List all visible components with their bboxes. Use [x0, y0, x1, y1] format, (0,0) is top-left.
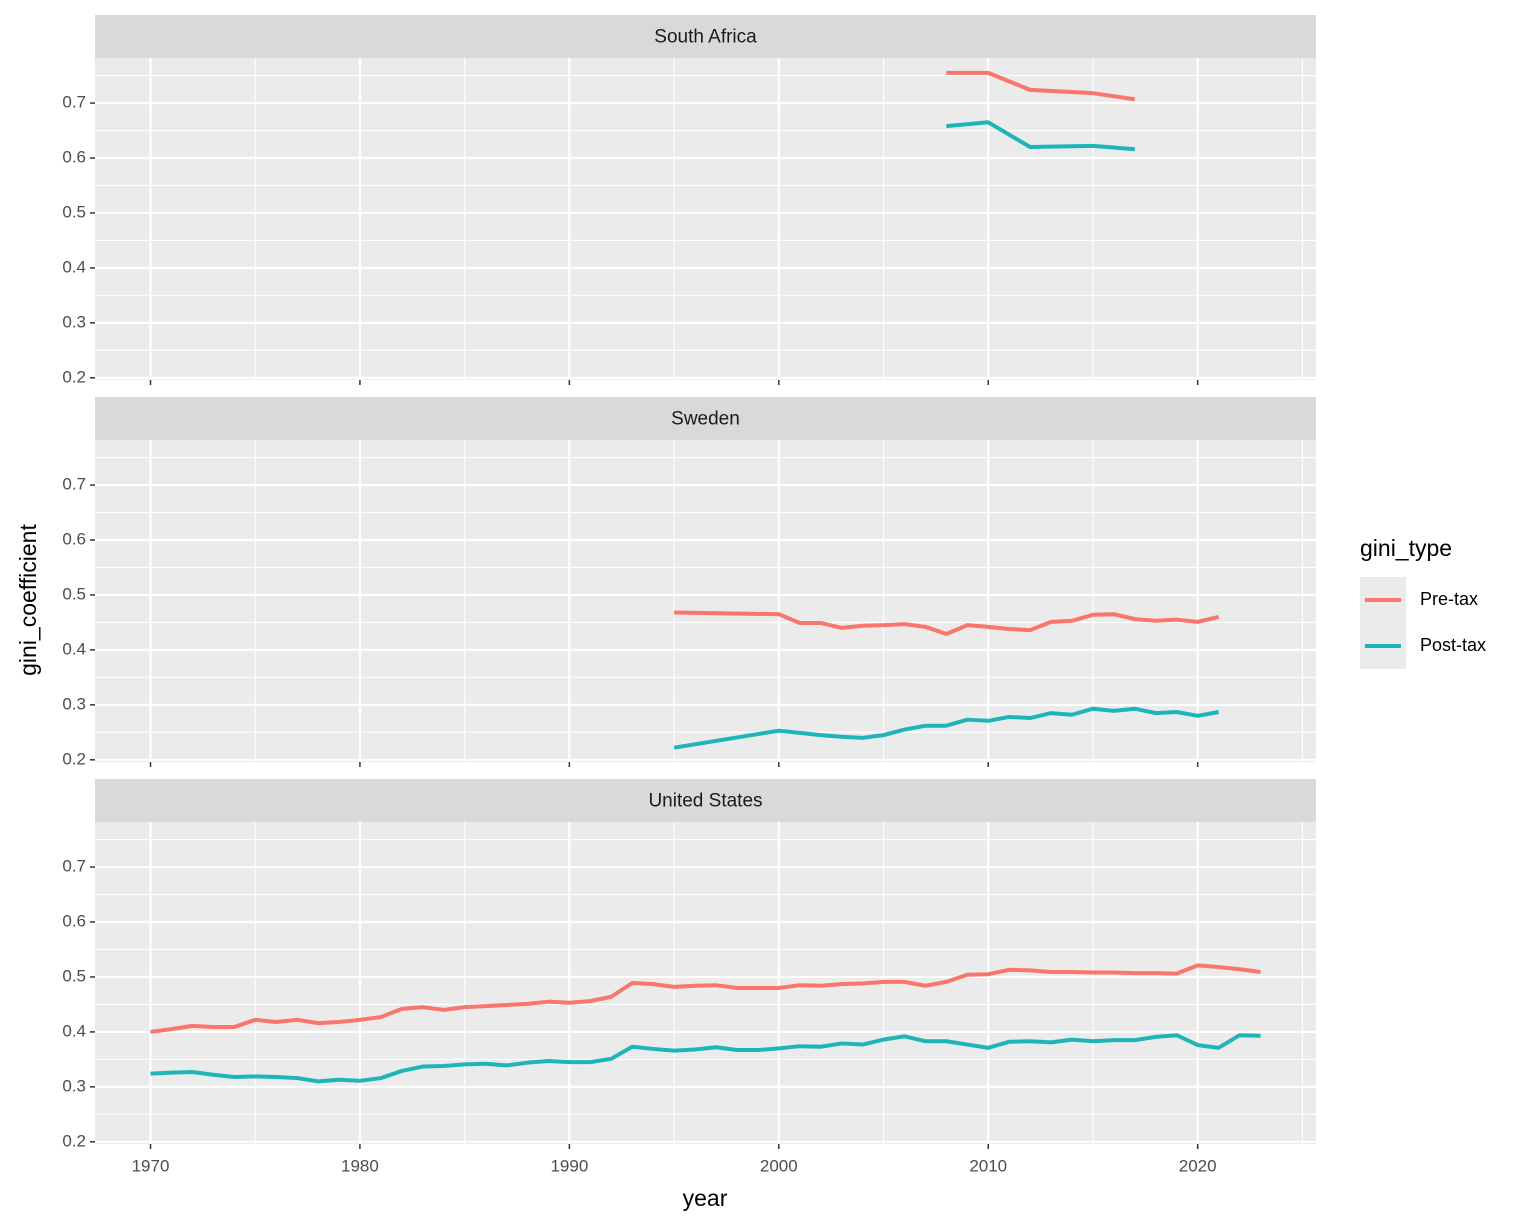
- y-tick-label: 0.7: [62, 475, 86, 494]
- x-tick-label: 2010: [969, 1156, 1007, 1175]
- x-tick-label: 1970: [132, 1156, 170, 1175]
- panel: [95, 440, 1316, 762]
- y-tick-label: 0.3: [62, 694, 86, 713]
- y-tick-label: 0.4: [62, 257, 86, 276]
- y-tick-label: 0.7: [62, 93, 86, 112]
- y-axis-title: gini_coefficient: [15, 524, 41, 676]
- y-tick-label: 0.2: [62, 367, 86, 386]
- strip: [95, 15, 1316, 58]
- line-series: [150, 963, 1261, 1034]
- strip: [95, 779, 1316, 822]
- y-tick-label: 0.5: [62, 966, 86, 985]
- y-tick-label: 0.4: [62, 1021, 86, 1040]
- y-tick-label: 0.7: [62, 857, 86, 876]
- panel: [95, 822, 1316, 1144]
- x-tick-label: 2000: [760, 1156, 798, 1175]
- x-axis-title: year: [683, 1185, 728, 1211]
- panel: [95, 58, 1316, 380]
- y-tick-label: 0.2: [62, 749, 86, 768]
- y-tick-label: 0.5: [62, 202, 86, 221]
- y-tick-label: 0.3: [62, 1076, 86, 1095]
- line-series: [673, 706, 1219, 750]
- legend-label: Pre-tax: [1420, 589, 1478, 609]
- y-tick-label: 0.6: [62, 911, 86, 930]
- line-series: [946, 120, 1135, 152]
- legend-title: gini_type: [1360, 535, 1452, 561]
- y-tick-label: 0.6: [62, 529, 86, 548]
- y-tick-label: 0.6: [62, 147, 86, 166]
- x-tick-label: 1990: [550, 1156, 588, 1175]
- y-tick-label: 0.5: [62, 584, 86, 603]
- x-tick-label: 2020: [1179, 1156, 1217, 1175]
- line-series: [150, 1033, 1261, 1084]
- y-tick-label: 0.2: [62, 1131, 86, 1150]
- strip-label: Sweden: [671, 409, 740, 430]
- x-tick-label: 1980: [341, 1156, 379, 1175]
- y-tick-label: 0.3: [62, 312, 86, 331]
- line-series: [674, 610, 1220, 636]
- legend-label: Post-tax: [1420, 635, 1486, 655]
- strip: [95, 397, 1316, 440]
- y-tick-label: 0.4: [62, 639, 86, 658]
- line-series: [946, 70, 1136, 102]
- strip-label: United States: [648, 791, 762, 812]
- strip-label: South Africa: [654, 27, 757, 48]
